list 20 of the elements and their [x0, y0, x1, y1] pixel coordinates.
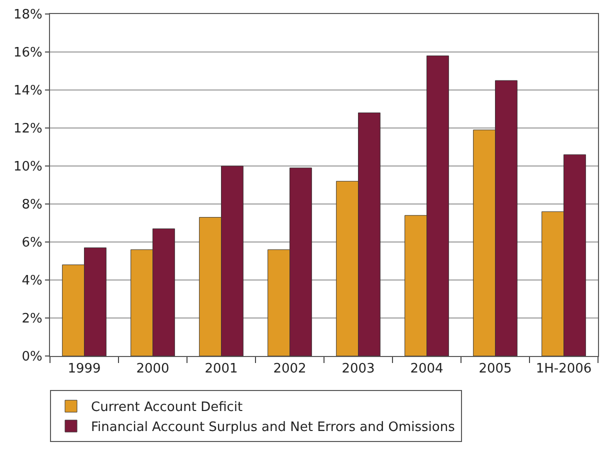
y-tick-label: 12% [13, 122, 42, 137]
x-tick-label: 1H-2006 [536, 362, 592, 377]
y-tick-label: 18% [13, 8, 42, 23]
x-tick-label: 2005 [478, 362, 512, 377]
y-tick-label: 2% [22, 312, 42, 327]
y-tick-label: 0% [22, 350, 42, 365]
y-tick-label: 4% [22, 274, 42, 289]
x-tick-label: 2001 [204, 362, 238, 377]
y-tick-label: 10% [13, 160, 42, 175]
x-tick-label: 1999 [68, 362, 101, 377]
x-tick-label: 2002 [273, 362, 306, 377]
x-tick-label: 2000 [136, 362, 170, 377]
y-tick-label: 6% [22, 236, 42, 251]
y-tick-label: 16% [13, 46, 42, 61]
y-tick-label: 8% [22, 198, 42, 213]
x-tick-label: 2004 [410, 362, 444, 377]
y-tick-label: 14% [13, 84, 42, 99]
legend-label: Current Account Deficit [91, 400, 243, 416]
legend-label: Financial Account Surplus and Net Errors and Omissions [91, 420, 456, 436]
x-tick-label: 2003 [342, 362, 375, 377]
